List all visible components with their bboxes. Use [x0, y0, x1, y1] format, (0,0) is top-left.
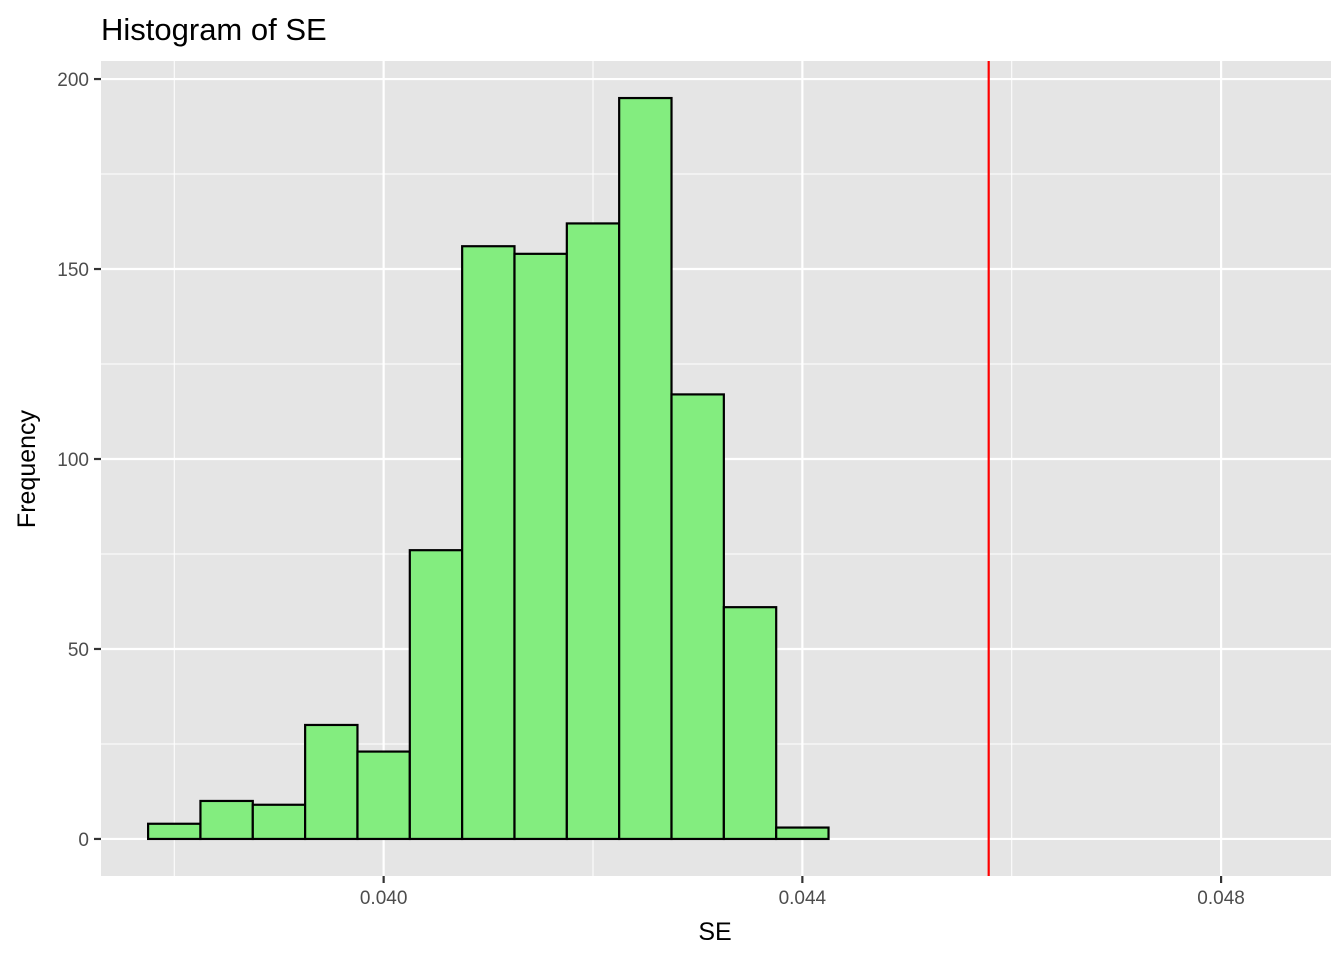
histogram-bar: [408, 549, 464, 841]
y-tick-label: 150: [57, 260, 89, 281]
histogram-bar: [304, 723, 359, 841]
histogram-bar: [722, 606, 778, 841]
y-tick-label: 50: [68, 640, 89, 661]
x-tick-label: 0.040: [360, 888, 408, 909]
y-axis: 0 50 100 150 200: [57, 70, 101, 851]
chart-title: Histogram of SE: [101, 12, 327, 47]
x-axis-title: SE: [698, 918, 731, 946]
y-tick-label: 0: [78, 830, 89, 851]
x-axis: 0.040 0.044 0.048: [360, 876, 1245, 909]
histogram-bar: [775, 826, 830, 841]
y-tick-label: 200: [57, 70, 89, 91]
histogram-bars: [147, 96, 830, 841]
y-tick-label: 100: [57, 450, 89, 471]
histogram-bar: [147, 822, 202, 841]
histogram-bar: [618, 96, 673, 841]
histogram-bar: [199, 799, 254, 841]
histogram-bar: [461, 245, 516, 841]
y-axis-title: Frequency: [13, 409, 41, 528]
histogram-bar: [670, 393, 725, 841]
x-tick-label: 0.048: [1197, 888, 1245, 909]
x-tick-label: 0.044: [779, 888, 827, 909]
histogram-bar: [565, 222, 621, 841]
histogram-bar: [251, 803, 307, 841]
histogram-bar: [513, 252, 568, 841]
histogram-bar: [356, 750, 411, 841]
